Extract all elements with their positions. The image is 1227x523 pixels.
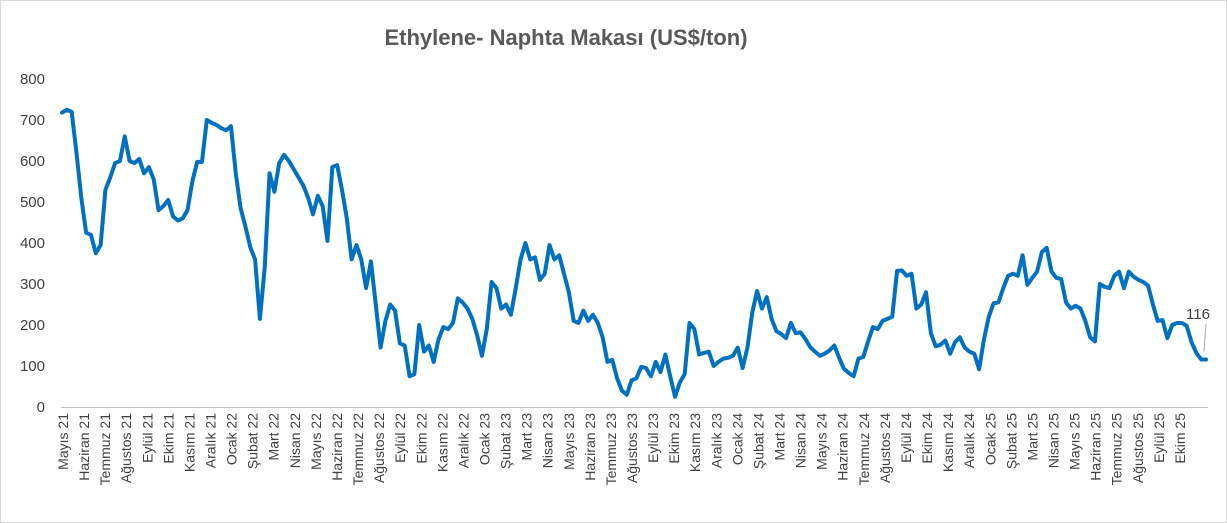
y-axis: 0 100 200 300 400 500 600 700 800 xyxy=(20,71,45,416)
x-tick-label: Mart 25 xyxy=(1024,413,1040,461)
x-tick-label: Ekim 25 xyxy=(1172,413,1188,464)
x-tick-label: Kasım 22 xyxy=(434,413,450,472)
x-tick-label: Ağustos 24 xyxy=(877,413,893,483)
x-tick-label: Haziran 22 xyxy=(329,413,345,481)
x-tick-label: Eylül 21 xyxy=(139,413,155,463)
x-tick-label: Mart 23 xyxy=(519,413,535,461)
x-tick-label: Temmuz 25 xyxy=(1109,413,1125,486)
x-tick-label: Nisan 23 xyxy=(540,413,556,468)
x-tick-label: Nisan 22 xyxy=(287,413,303,468)
x-tick-label: Ekim 21 xyxy=(160,413,176,464)
x-tick-label: Ocak 23 xyxy=(476,413,492,465)
x-tick-label: Aralık 22 xyxy=(455,413,471,468)
x-tick-label: Ocak 25 xyxy=(982,413,998,465)
x-tick-label: Aralık 21 xyxy=(203,413,219,468)
chart-title: Ethylene- Naphta Makası (US$/ton) xyxy=(384,25,747,50)
x-tick-label: Temmuz 21 xyxy=(97,413,113,486)
x-tick-label: Kasım 21 xyxy=(181,413,197,472)
y-tick-label: 500 xyxy=(20,194,45,211)
y-tick-label: 600 xyxy=(20,153,45,170)
x-tick-label: Ekim 22 xyxy=(413,413,429,464)
x-tick-label: Şubat 24 xyxy=(750,413,766,469)
x-tick-label: Mayıs 23 xyxy=(561,413,577,470)
x-tick-label: Temmuz 23 xyxy=(603,413,619,486)
x-tick-label: Eylül 22 xyxy=(392,413,408,463)
x-tick-label: Mayıs 21 xyxy=(55,413,71,470)
x-tick-label: Temmuz 24 xyxy=(856,413,872,486)
x-tick-label: Kasım 23 xyxy=(687,413,703,472)
y-tick-label: 400 xyxy=(20,235,45,252)
x-tick-label: Haziran 24 xyxy=(835,413,851,481)
series-line xyxy=(60,107,1208,399)
data-label-last: 116 xyxy=(1186,306,1210,323)
x-tick-label: Mayıs 22 xyxy=(308,413,324,470)
x-tick-label: Mart 22 xyxy=(266,413,282,461)
x-tick-label: Haziran 25 xyxy=(1088,413,1104,481)
x-tick-label: Nisan 24 xyxy=(793,413,809,468)
plot-area: 116 xyxy=(60,107,1210,399)
x-tick-label: Haziran 21 xyxy=(76,413,92,481)
x-tick-label: Eylül 25 xyxy=(1151,413,1167,463)
x-tick-label: Eylül 24 xyxy=(898,413,914,463)
x-tick-label: Ağustos 23 xyxy=(624,413,640,483)
x-tick-label: Ağustos 22 xyxy=(371,413,387,483)
x-tick-label: Mayıs 25 xyxy=(1067,413,1083,470)
x-tick-label: Eylül 23 xyxy=(645,413,661,463)
x-tick-label: Ağustos 25 xyxy=(1130,413,1146,483)
x-tick-label: Ekim 24 xyxy=(919,413,935,464)
x-tick-label: Haziran 23 xyxy=(582,413,598,481)
x-tick-label: Şubat 25 xyxy=(1003,413,1019,469)
x-tick-label: Mayıs 24 xyxy=(814,413,830,470)
x-tick-label: Ocak 24 xyxy=(729,413,745,465)
data-label-leader xyxy=(1203,323,1207,352)
x-axis: Mayıs 21 Haziran 21 Temmuz 21 Ağustos 21 Eyl… xyxy=(55,407,1208,486)
x-tick-label: Nisan 25 xyxy=(1045,413,1061,468)
x-tick-label: Temmuz 22 xyxy=(350,413,366,486)
x-tick-label: Aralık 23 xyxy=(708,413,724,468)
y-tick-label: 100 xyxy=(20,358,45,375)
x-tick-label: Şubat 22 xyxy=(245,413,261,469)
x-tick-label: Ağustos 21 xyxy=(118,413,134,483)
x-tick-label: Ocak 22 xyxy=(224,413,240,465)
x-tick-label: Şubat 23 xyxy=(498,413,514,469)
y-tick-label: 200 xyxy=(20,317,45,334)
x-tick-label: Mart 24 xyxy=(772,413,788,461)
y-tick-label: 0 xyxy=(37,399,45,416)
x-tick-label: Aralık 24 xyxy=(961,413,977,468)
y-tick-label: 800 xyxy=(20,71,45,88)
y-tick-label: 700 xyxy=(20,112,45,129)
x-tick-label: Ekim 23 xyxy=(666,413,682,464)
x-tick-label: Kasım 24 xyxy=(940,413,956,472)
y-tick-label: 300 xyxy=(20,276,45,293)
